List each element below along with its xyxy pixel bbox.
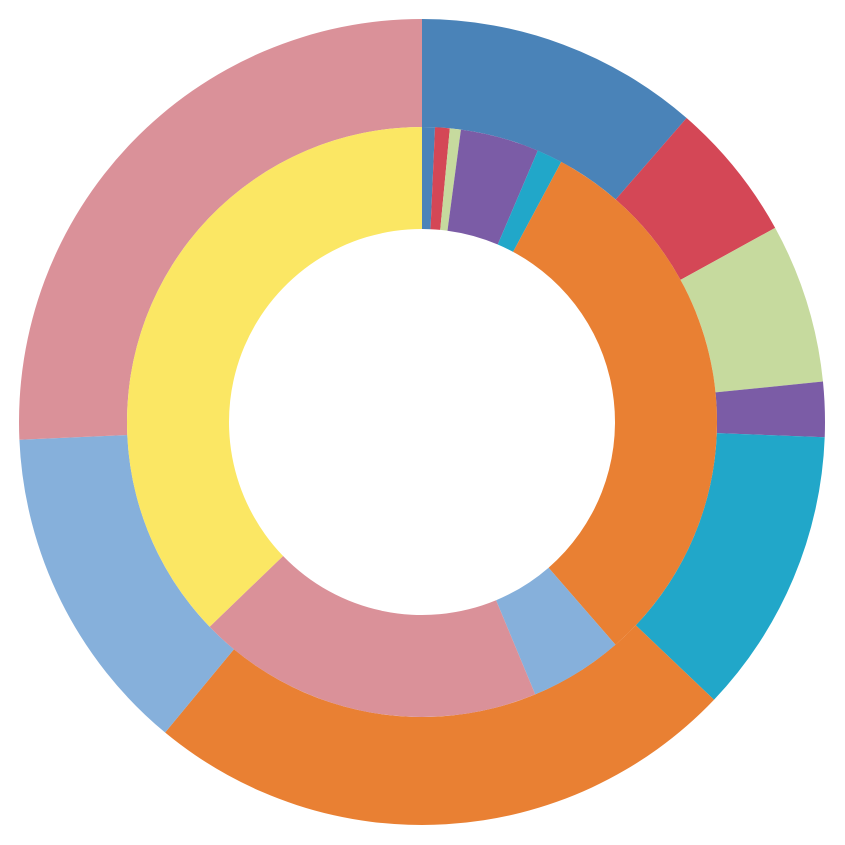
donut-segment [430, 127, 450, 230]
donut-segment [165, 625, 715, 825]
donut-segment [422, 127, 436, 230]
donut-segment [496, 567, 616, 695]
donut-segment [497, 150, 562, 252]
donut-segment [715, 381, 825, 438]
donut-segment [422, 19, 687, 200]
donut-segment [447, 129, 538, 245]
donut-segment [440, 128, 461, 231]
donut-segment [615, 118, 776, 280]
donut-segment [680, 227, 823, 393]
donut-segment [209, 555, 536, 717]
donut-segment [127, 126, 422, 627]
donut-segment [18, 19, 422, 440]
donut-segment [19, 434, 234, 733]
donut-segment [635, 433, 825, 700]
donut-segment [513, 161, 717, 645]
